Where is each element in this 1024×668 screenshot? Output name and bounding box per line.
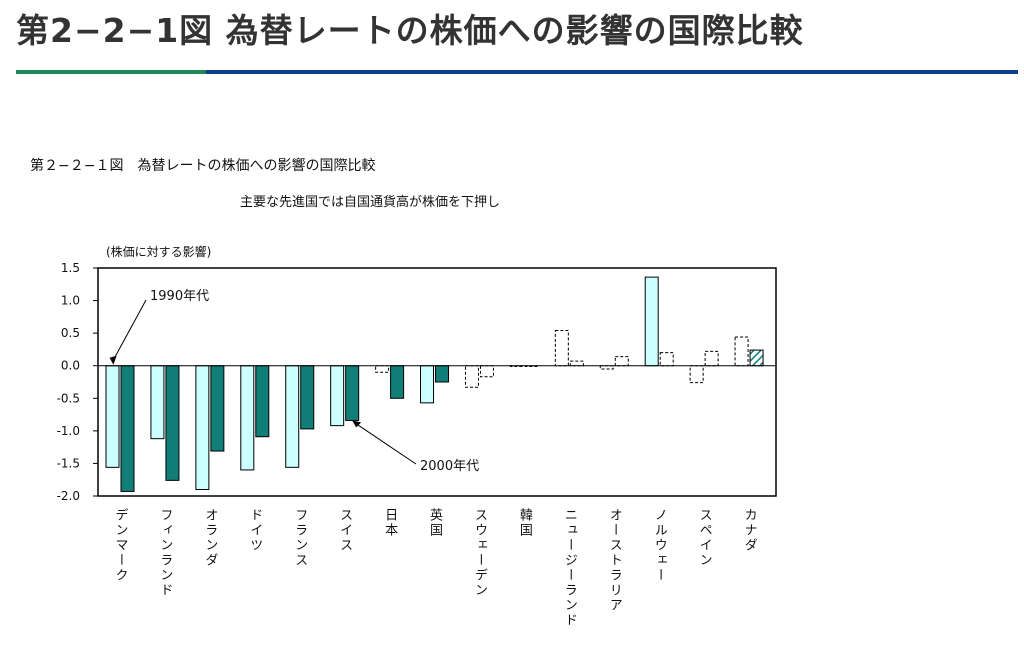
- bar-series2-12: [659, 352, 674, 367]
- bar-series1-8: [464, 365, 479, 388]
- annotation-2000s: 2000年代: [420, 459, 479, 474]
- bar-series2-3: [255, 365, 270, 438]
- bar-series2-10: [569, 360, 584, 367]
- y-tick-label: -0.5: [57, 391, 80, 405]
- y-tick-label: 0.0: [61, 359, 80, 373]
- page-title: 第2−2−1図 為替レートの株価への影響の国際比較: [16, 11, 804, 50]
- y-tick-label: -1.0: [57, 424, 80, 438]
- bar-series2-2: [210, 365, 225, 452]
- bar-series2-1: [165, 365, 180, 481]
- bar-series1-6: [375, 365, 390, 373]
- bar-series1-10: [554, 330, 569, 367]
- bar-series2-7: [435, 365, 450, 383]
- chart-title: 第２−２−１図 為替レートの株価への影響の国際比較: [30, 157, 375, 174]
- bar-series1-2: [195, 365, 210, 490]
- bar-series2-6: [390, 365, 405, 399]
- annotation-1990s: 1990年代: [150, 289, 209, 304]
- bar-series2-5: [345, 365, 360, 421]
- x-tick-label: オーストラリア: [607, 508, 622, 613]
- bar-series1-3: [240, 365, 255, 471]
- bar-series1-12: [644, 276, 659, 367]
- bar-series2-4: [300, 365, 315, 430]
- x-tick-label: スイス: [337, 508, 352, 553]
- annotation-arrowhead-2000s: [352, 420, 362, 428]
- annotation-arrow-1990s: [113, 299, 147, 360]
- bar-series1-14: [734, 336, 749, 367]
- y-tick-label: 1.0: [61, 294, 80, 308]
- bar-series2-13: [704, 350, 719, 367]
- y-tick-label: 0.5: [61, 326, 80, 340]
- plot-frame: [97, 267, 777, 497]
- y-axis-label: (株価に対する影響): [106, 244, 211, 259]
- bar-series2-14: [749, 349, 764, 367]
- annotation-arrowhead-1990s: [109, 355, 117, 365]
- y-tick-label: -2.0: [57, 489, 80, 503]
- x-tick-label: 日本: [382, 508, 398, 538]
- chart-subtitle: 主要な先進国では自国通貨高が株価を下押し: [240, 194, 500, 210]
- bar-series2-8: [479, 365, 494, 378]
- x-tick-label: 韓国: [517, 508, 533, 538]
- bar-series2-11: [614, 356, 629, 367]
- bar-series1-0: [105, 365, 120, 468]
- bar-series1-4: [285, 365, 300, 468]
- x-tick-label: ノルウェー: [652, 508, 667, 583]
- bar-series1-7: [420, 365, 435, 404]
- title-rule-green: [16, 70, 206, 74]
- bar-series1-13: [689, 365, 704, 384]
- x-tick-label: ドイツ: [247, 508, 262, 553]
- y-tick-label: 1.5: [61, 261, 80, 275]
- x-tick-label: デンマーク: [113, 508, 128, 583]
- title-rule-blue: [206, 70, 1018, 74]
- x-tick-label: フィンランド: [157, 508, 172, 598]
- title-rule: [16, 70, 1018, 74]
- x-tick-label: スペイン: [697, 508, 713, 568]
- bar-series2-0: [120, 365, 135, 492]
- x-tick-label: フランス: [292, 508, 307, 568]
- bar-series1-5: [330, 365, 345, 427]
- x-tick-label: ニュージーランド: [562, 508, 577, 628]
- y-tick-label: -1.5: [57, 456, 80, 470]
- annotation-arrow-2000s: [353, 422, 417, 465]
- x-tick-label: オランダ: [202, 508, 217, 568]
- x-tick-label: スウェーデン: [472, 508, 487, 598]
- bar-series1-1: [150, 365, 165, 440]
- x-tick-label: カナダ: [742, 508, 757, 553]
- x-tick-label: 英国: [427, 508, 443, 538]
